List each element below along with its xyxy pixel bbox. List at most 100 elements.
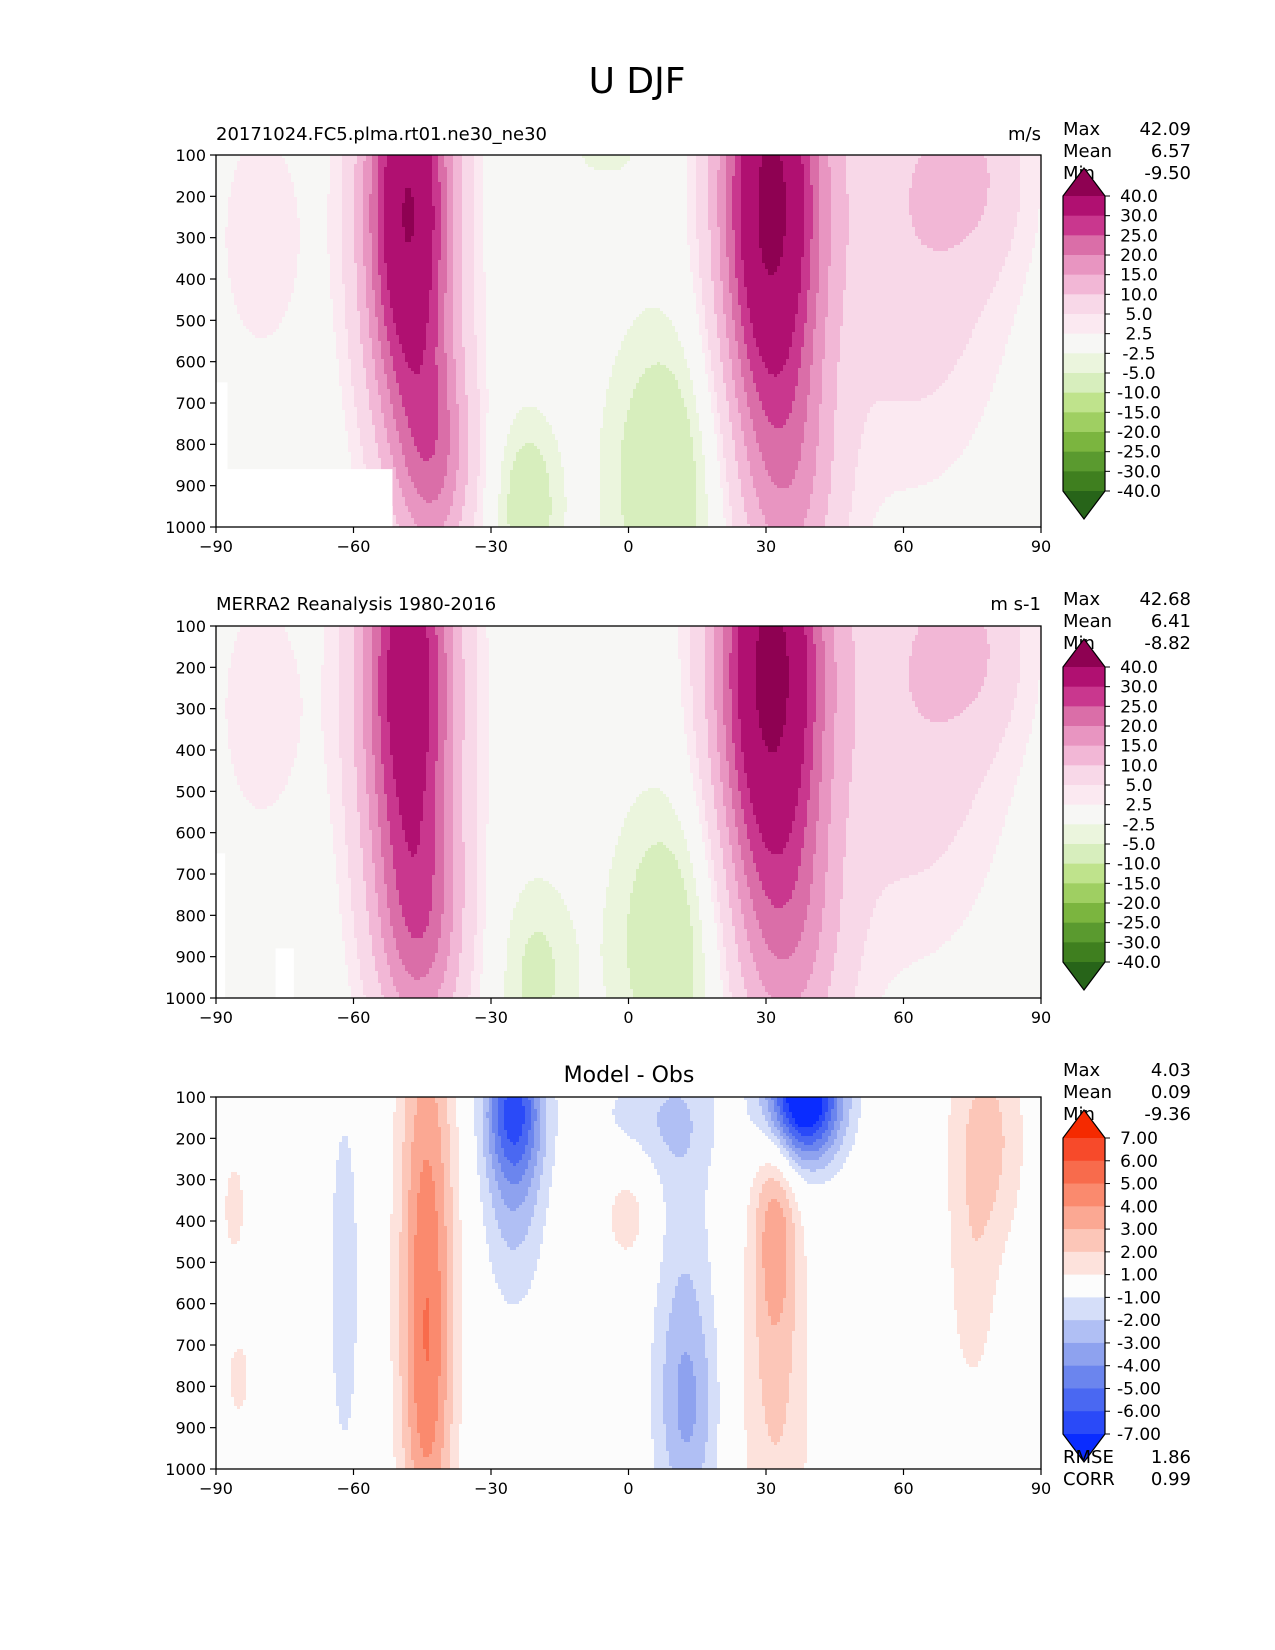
y-tick-label: 600: [175, 1295, 206, 1314]
x-tick-label: 60: [893, 1479, 913, 1498]
stat-value: -9.36: [1144, 1104, 1191, 1125]
x-tick-label: 90: [1031, 537, 1051, 556]
colorbar-segment: [1063, 1206, 1105, 1230]
stat-label: Mean: [1063, 1082, 1112, 1103]
panel-left-title: MERRA2 Reanalysis 1980-2016: [216, 594, 496, 615]
y-tick-label: 200: [175, 1129, 206, 1148]
colorbar-tick-label: -6.00: [1117, 1402, 1161, 1422]
colorbar-tick-label: -4.00: [1117, 1357, 1161, 1377]
x-tick-label: −60: [337, 1479, 371, 1498]
stat-value: -9.50: [1144, 163, 1191, 184]
colorbar-segment: [1063, 903, 1105, 924]
x-tick-label: −30: [474, 537, 508, 556]
stat-label: Max: [1063, 1060, 1101, 1081]
colorbar-segment: [1063, 196, 1105, 217]
colorbar-tick-label: 40.0: [1120, 658, 1158, 678]
y-tick-label: 1000: [165, 518, 206, 537]
y-tick-label: 700: [175, 1336, 206, 1355]
x-tick-label: −90: [199, 537, 233, 556]
colorbar-segment: [1063, 1342, 1105, 1367]
colorbar-tick-label: 4.00: [1120, 1197, 1158, 1217]
plot-area-test: −90 −60 −30 0 30 60 90 100 200 300 400 500 600 700 800…: [165, 146, 1051, 556]
missing-data-mask: [216, 382, 228, 527]
colorbar-tick-label: 30.0: [1120, 678, 1158, 698]
colorbar-segment: [1063, 255, 1105, 276]
colorbar-tick-label: -20.0: [1117, 423, 1161, 443]
colorbar-segment: [1063, 785, 1105, 806]
colorbar-segment: [1063, 471, 1105, 492]
colorbar: 40.030.025.020.015.010.05.02.5-2.5-5.0-1…: [1062, 638, 1161, 991]
y-tick-label: 400: [175, 741, 206, 760]
figure-title: U DJF: [589, 61, 686, 102]
colorbar-segment: [1063, 1274, 1105, 1298]
colorbar-tick-label: -1.00: [1117, 1288, 1161, 1308]
stats-box: Max 42.68 Mean 6.41 Min -8.82: [1063, 589, 1191, 654]
y-tick-label: 500: [175, 311, 206, 330]
colorbar-segment: [1063, 686, 1105, 707]
colorbar-tick-label: 20.0: [1120, 717, 1158, 737]
y-tick-label: 300: [175, 229, 206, 248]
colorbar-segment: [1063, 294, 1105, 315]
colorbar-tick-label: 30.0: [1120, 207, 1158, 227]
x-tick-label: −60: [337, 537, 371, 556]
y-tick-label: 800: [175, 906, 206, 925]
colorbar-tick-label: -7.00: [1117, 1425, 1161, 1445]
y-tick-label: 500: [175, 1253, 206, 1272]
colorbar-segment: [1063, 844, 1105, 865]
colorbar-tick-label: -5.00: [1117, 1379, 1161, 1399]
stat-label: RMSE: [1063, 1447, 1114, 1468]
y-tick-label: 500: [175, 782, 206, 801]
stat-label: Mean: [1063, 611, 1112, 632]
colorbar-segment: [1063, 1320, 1105, 1344]
colorbar-segment: [1063, 333, 1105, 354]
colorbar-tick-label: 6.00: [1120, 1152, 1158, 1172]
stat-value: 0.09: [1151, 1082, 1191, 1103]
stat-value: 1.86: [1151, 1447, 1191, 1468]
colorbar-tick-label: 7.00: [1120, 1129, 1158, 1149]
y-tick-label: 800: [175, 435, 206, 454]
colorbar-tick-label: -2.5: [1122, 815, 1155, 835]
missing-data-mask: [216, 853, 226, 998]
stat-label: Max: [1063, 119, 1101, 140]
stat-value: 6.57: [1151, 141, 1191, 162]
colorbar-segment: [1063, 1297, 1105, 1321]
x-tick-label: 60: [893, 1008, 913, 1027]
y-tick-label: 100: [175, 146, 206, 165]
colorbar-segment: [1063, 1251, 1105, 1276]
colorbar-extend-min: [1063, 1434, 1105, 1462]
colorbar-tick-label: -2.00: [1117, 1311, 1161, 1331]
y-tick-label: 200: [175, 658, 206, 677]
colorbar-tick-label: 10.0: [1120, 756, 1158, 776]
x-tick-label: 30: [756, 1008, 776, 1027]
missing-data-mask: [275, 948, 294, 998]
colorbar-segment: [1063, 215, 1105, 236]
colorbar-tick-label: 5.0: [1125, 305, 1152, 325]
colorbar-tick-label: -15.0: [1117, 403, 1161, 423]
x-tick-label: 0: [623, 1479, 633, 1498]
colorbar-tick-label: -2.5: [1122, 344, 1155, 364]
x-tick-label: 60: [893, 537, 913, 556]
colorbar-tick-label: -5.0: [1122, 835, 1155, 855]
panel-units: m s-1: [990, 594, 1041, 615]
colorbar-segment: [1063, 726, 1105, 747]
y-tick-label: 100: [175, 617, 206, 636]
stats-box: Max 4.03 Mean 0.09 Min -9.36: [1063, 1060, 1191, 1125]
panel-center-title: Model - Obs: [564, 1063, 695, 1088]
colorbar-segment: [1063, 1411, 1105, 1435]
colorbar: 7.00 6.00 5.004.00 3.00 2.00 1.00-1.00 -2.00 -3…: [1062, 1109, 1161, 1463]
stats-box: Max 42.09 Mean 6.57 Min -9.50: [1063, 119, 1191, 184]
colorbar-segment: [1063, 274, 1105, 295]
x-tick-label: −30: [474, 1479, 508, 1498]
panel-reference: −90 −60 −30 0 30 60 90 100 200 300 400 500 600 700 800…: [165, 589, 1191, 1027]
colorbar-segment: [1063, 745, 1105, 766]
x-tick-label: 90: [1031, 1479, 1051, 1498]
y-tick-label: 900: [175, 948, 206, 967]
colorbar-tick-label: -10.0: [1117, 384, 1161, 404]
colorbar-segment: [1063, 667, 1105, 688]
colorbar-segment: [1063, 353, 1105, 374]
y-tick-label: 1000: [165, 989, 206, 1008]
colorbar-segment: [1063, 1365, 1105, 1389]
x-tick-label: −30: [474, 1008, 508, 1027]
colorbar-tick-label: -25.0: [1117, 443, 1161, 463]
